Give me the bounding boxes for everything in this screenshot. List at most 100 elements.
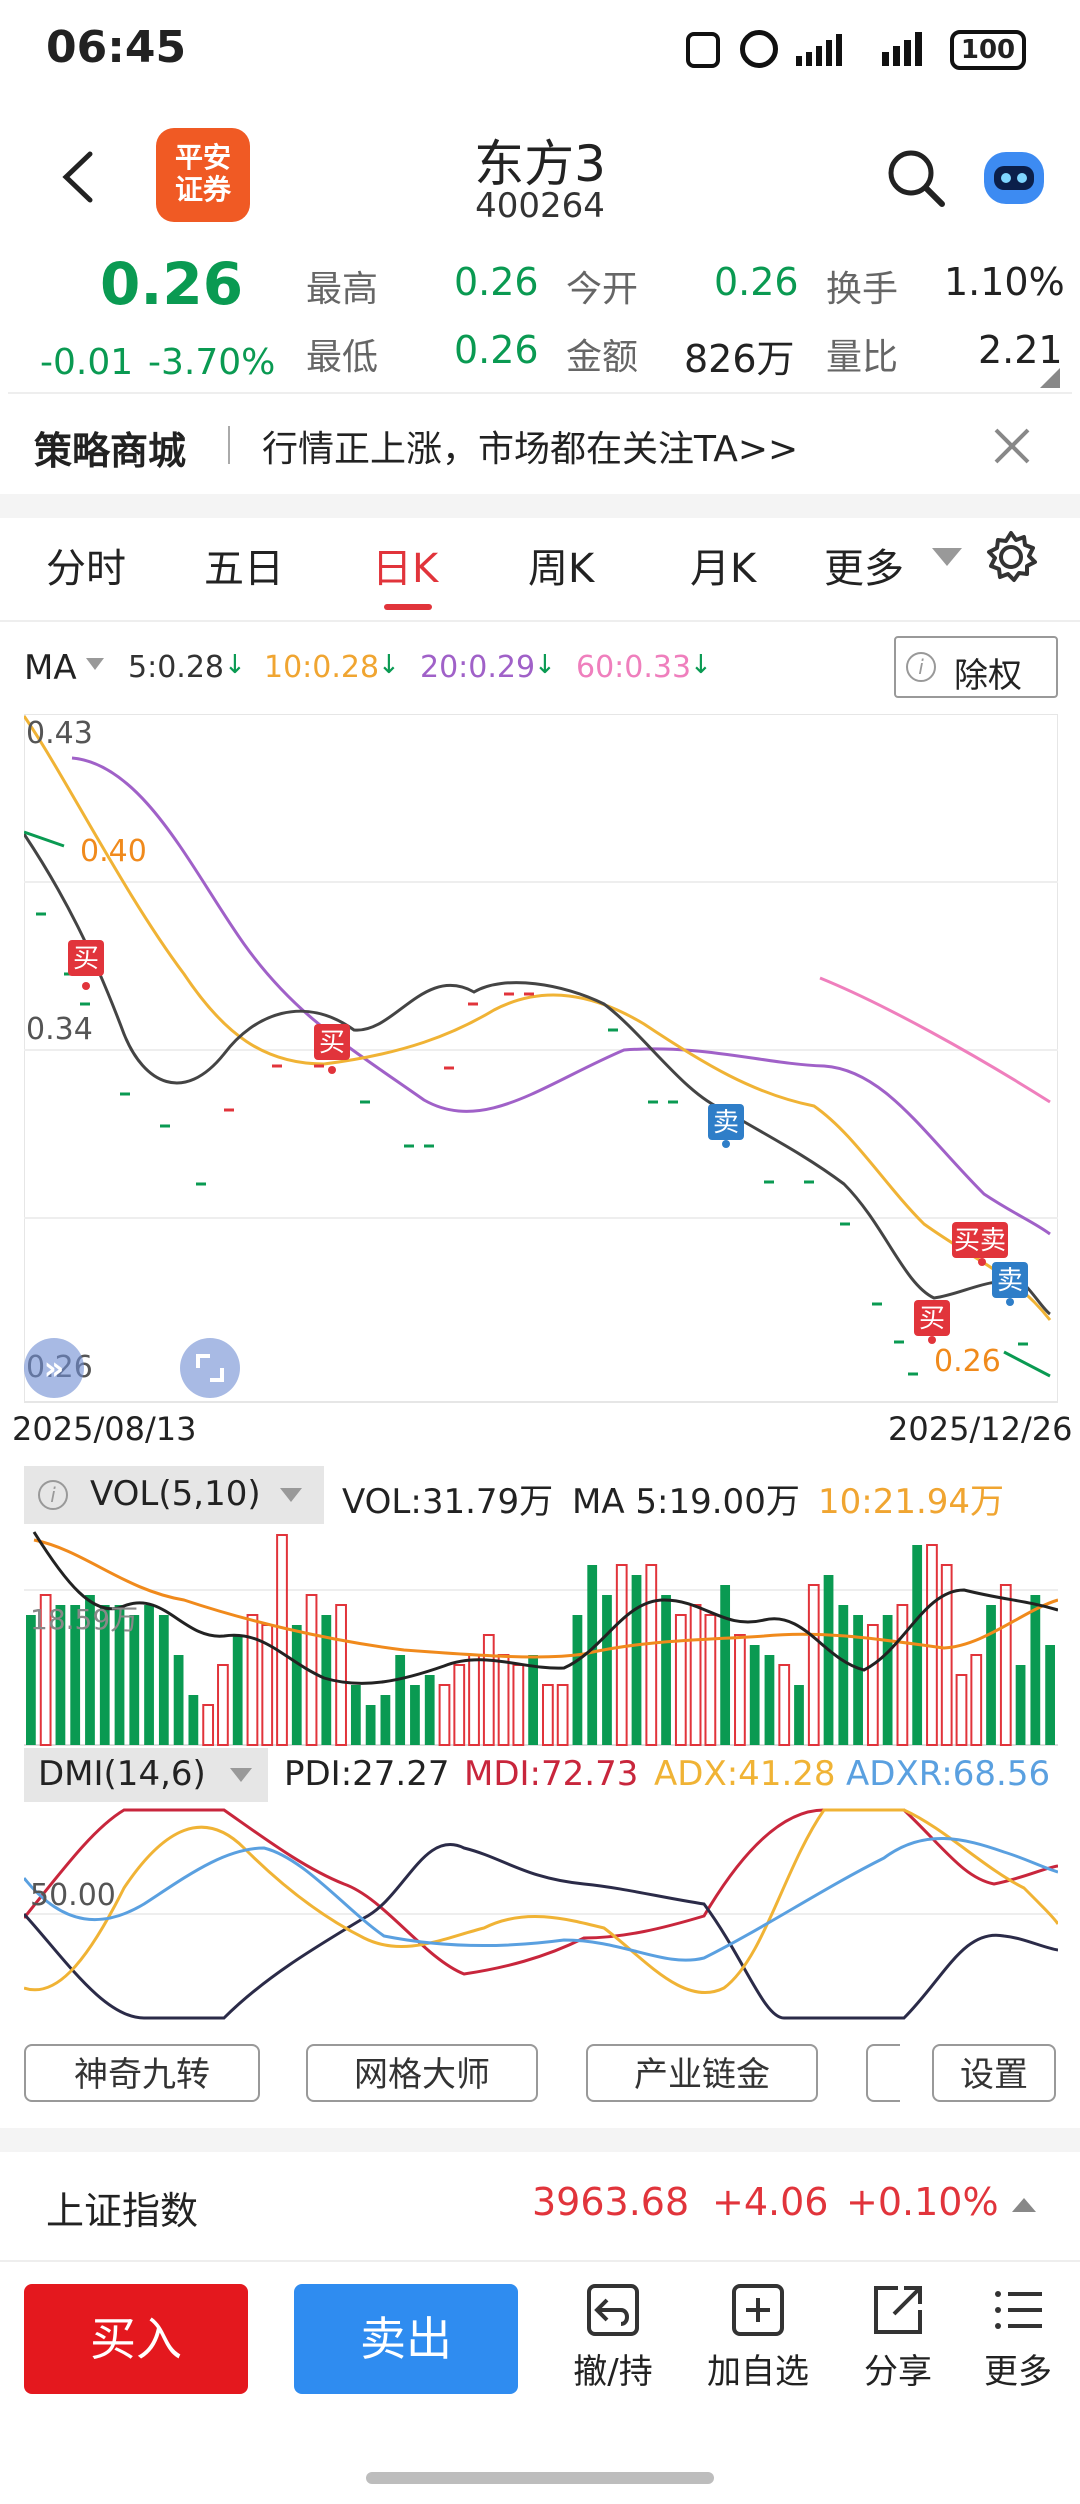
tab-daily-k[interactable]: 日K [372, 546, 439, 592]
search-icon[interactable] [886, 148, 946, 208]
tool-industry-chain[interactable]: 产业链金 [586, 2044, 818, 2102]
share-label: 分享 [864, 2352, 932, 2392]
share-button[interactable]: 分享 [850, 2280, 946, 2398]
down-arrow-icon: ↓ [224, 650, 246, 680]
value-high: 0.26 [454, 260, 539, 304]
battery-icon: 100 [950, 30, 1026, 70]
menu-list-icon [995, 2291, 1042, 2329]
volume-bar [276, 1534, 288, 1746]
y-label-040: 0.40 [80, 834, 147, 869]
vol-value: VOL:31.79万 [342, 1482, 554, 1522]
sell-marker[interactable]: 卖 [708, 1104, 744, 1148]
cancel-hold-button[interactable]: 撤/持 [558, 2280, 668, 2398]
volume-bar [99, 1605, 110, 1745]
index-ticker[interactable]: 上证指数 3963.68 +4.06 +0.10% [0, 2152, 1080, 2260]
tab-more[interactable]: 更多 [824, 546, 904, 592]
banner-title: 策略商城 [34, 429, 187, 473]
settings-gear-icon[interactable] [984, 530, 1038, 584]
volume-bar [749, 1645, 760, 1745]
tab-weekly-k[interactable]: 周K [528, 546, 595, 592]
dmi-mdi: MDI:72.73 [464, 1754, 639, 1794]
sell-marker[interactable]: 卖 [992, 1262, 1028, 1306]
dmi-label: DMI(14,6) [38, 1754, 206, 1794]
volume-bar [453, 1664, 466, 1746]
volume-bar [335, 1604, 347, 1746]
signal-icon [796, 34, 842, 66]
fast-forward-icon[interactable]: » [24, 1338, 84, 1398]
volume-bar [528, 1655, 538, 1745]
buy-marker[interactable]: 买 [314, 1024, 350, 1074]
ma-label[interactable]: MA [24, 648, 77, 688]
more-menu-button[interactable]: 更多 [970, 2280, 1066, 2398]
volume-bar [674, 1614, 687, 1746]
volume-bar [365, 1705, 376, 1745]
volume-bar [970, 1654, 983, 1746]
ma-dropdown-icon[interactable] [86, 658, 104, 672]
index-change-pct: +0.10% [846, 2180, 999, 2224]
value-volume-ratio: 2.21 [978, 328, 1063, 372]
tab-monthly-k[interactable]: 月K [690, 546, 757, 592]
close-icon[interactable] [992, 426, 1032, 466]
volume-bar [778, 1664, 791, 1746]
down-arrow-icon: ↓ [378, 650, 400, 680]
vol-indicator-selector[interactable]: i VOL(5,10) [24, 1466, 324, 1524]
index-change: +4.06 [712, 2180, 829, 2224]
down-arrow-icon: ↓ [534, 650, 556, 680]
robot-assistant-icon[interactable] [978, 146, 1050, 210]
volume-bar [853, 1615, 863, 1745]
dropdown-arrow-icon[interactable] [932, 548, 962, 568]
label-amount: 金额 [566, 337, 639, 378]
svg-text:买卖: 买卖 [954, 1226, 1006, 1256]
y-label-mid: 0.34 [26, 1012, 93, 1047]
buy-button-label: 买入 [90, 2312, 182, 2366]
vol-label: VOL(5,10) [90, 1474, 261, 1514]
volume-bar [807, 1584, 820, 1746]
volume-bar [217, 1664, 229, 1746]
dmi-adxr-line [24, 1837, 1058, 1962]
last-price: 0.26 [100, 250, 244, 318]
fullscreen-icon[interactable] [180, 1338, 240, 1398]
volume-bar [395, 1655, 406, 1745]
date-start: 2025/08/13 [12, 1410, 197, 1448]
tab-five-day[interactable]: 五日 [204, 546, 284, 592]
dmi-chart[interactable] [24, 1808, 1058, 2024]
strategy-banner[interactable]: 策略商城 行情正上涨，市场都在关注TA>> [8, 398, 1072, 492]
back-icon[interactable] [58, 150, 98, 204]
expand-up-icon[interactable] [1012, 2196, 1036, 2212]
tool-grid-master[interactable]: 网格大师 [306, 2044, 538, 2102]
volume-bar [468, 1654, 480, 1746]
label-open: 今开 [566, 269, 639, 310]
volume-bar [734, 1634, 746, 1746]
expand-corner-icon[interactable] [1040, 368, 1060, 388]
volume-bar [424, 1675, 435, 1745]
volume-bar [1045, 1645, 1055, 1745]
sell-button[interactable]: 卖出 [294, 2284, 518, 2394]
vol-ma5: MA 5:19.00万 [572, 1482, 800, 1522]
settings-button[interactable]: 设置 [932, 2044, 1056, 2102]
kline-chart[interactable]: 买 买 卖 买卖 卖 买 [24, 714, 1058, 1404]
volume-bar [689, 1604, 702, 1746]
buy-button[interactable]: 买入 [24, 2284, 248, 2394]
volume-bar [512, 1664, 525, 1746]
battery-level: 100 [960, 35, 1016, 65]
dmi-indicator-selector[interactable]: DMI(14,6) [24, 1748, 268, 1802]
dmi-axis-label: 50.00 [30, 1878, 116, 1913]
buy-marker[interactable]: 买卖 [952, 1222, 1008, 1266]
price-change: -0.01 [40, 342, 134, 383]
tool-more-hidden[interactable] [866, 2044, 900, 2102]
ma10-line [24, 715, 1052, 1321]
buy-marker[interactable]: 买 [68, 940, 104, 990]
ma20-line [71, 756, 1051, 1236]
volume-chart[interactable] [24, 1530, 1058, 1746]
volume-bar [631, 1575, 642, 1745]
price-change-pct: -3.70% [148, 342, 276, 383]
buy-marker[interactable]: 买 [914, 1300, 950, 1344]
down-arrow-icon: ↓ [690, 650, 712, 680]
dmi-adxr: ADXR:68.56 [846, 1754, 1051, 1794]
add-watchlist-button[interactable]: 加自选 [700, 2280, 816, 2398]
chuquan-button[interactable]: i 除权 [894, 636, 1058, 698]
vol-axis-label: 18.59万 [30, 1603, 139, 1636]
tool-magic-nine[interactable]: 神奇九转 [24, 2044, 260, 2102]
dmi-pdi-line [24, 1843, 1058, 2020]
tab-intraday[interactable]: 分时 [46, 546, 126, 592]
